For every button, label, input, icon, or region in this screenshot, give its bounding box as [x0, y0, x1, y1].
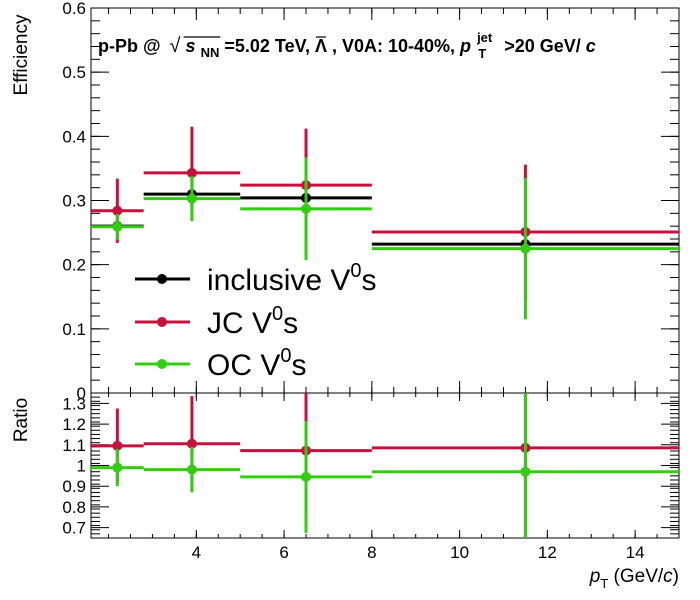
legend-marker-jc — [157, 317, 167, 327]
header-sqrt-sub: NN — [201, 45, 220, 60]
top-y-tick-label: 0.4 — [62, 127, 86, 146]
header-pt: p — [459, 36, 471, 56]
header-sqrt-s: s — [186, 36, 196, 56]
top-point-jc — [112, 205, 123, 216]
ratio-y-tick-label: 0.8 — [62, 498, 86, 517]
ratio-x-tick-label: 6 — [279, 543, 288, 562]
header-lambda-bar: Λ — [315, 36, 327, 56]
top-point-oc — [112, 221, 123, 232]
legend: inclusive V0s JC V0s OC V0s — [135, 260, 377, 382]
ratio-x-tick-label: 10 — [450, 543, 469, 562]
legend-marker-inclusive — [157, 274, 167, 284]
legend-entry-inclusive: inclusive V0s — [135, 260, 377, 297]
legend-label-jc: JC V0s — [207, 303, 298, 340]
ratio-x-tick-label: 4 — [192, 543, 201, 562]
ratio-y-tick-label: 1.1 — [62, 436, 86, 455]
ratio-y-axis-title: Ratio — [11, 398, 32, 442]
ratio-frame — [90, 392, 680, 539]
header-pt-sub: T — [478, 46, 486, 61]
top-y-tick-label: 0.3 — [62, 192, 86, 211]
legend-marker-oc — [157, 359, 167, 369]
top-point-oc — [186, 193, 197, 204]
legend-entry-jc: JC V0s — [135, 303, 298, 340]
ratio-y-tick-label: 1 — [77, 457, 86, 476]
ratio-x-tick-label: 8 — [367, 543, 376, 562]
ratio-point-oc — [186, 464, 197, 475]
top-y-tick-label: 0.2 — [62, 256, 86, 275]
top-y-axis-title: Efficiency — [11, 14, 32, 95]
ratio-x-tick-label: 14 — [626, 543, 645, 562]
top-y-tick-label: 0 — [77, 384, 86, 403]
top-y-tick-label: 0.5 — [62, 63, 86, 82]
legend-label-oc: OC V0s — [207, 345, 306, 382]
sqrt-icon: √ — [170, 35, 181, 57]
header-prefix: p-Pb @ — [98, 36, 166, 56]
top-panel: 0 0.1 0.2 0.3 0.4 0.5 0.6 — [62, 0, 680, 403]
header-c: c — [586, 36, 596, 56]
x-axis-title: pT (GeV/c) — [589, 566, 679, 591]
top-point-oc — [301, 203, 312, 214]
top-frame — [90, 7, 680, 394]
ratio-x-tick-label: 12 — [538, 543, 557, 562]
header-annotation: p-Pb @ √ s NN =5.02 TeV, Λ , V0A: 10-40%… — [98, 26, 596, 62]
ratio-point-oc — [520, 466, 531, 477]
legend-label-inclusive: inclusive V0s — [207, 260, 377, 297]
ratio-panel: 0.7 0.8 0.91 1.1 1.2 1.3 4 6 8 10 12 14 — [62, 392, 680, 562]
header-energy: =5.02 TeV, — [224, 36, 315, 56]
ratio-point-oc — [301, 471, 312, 482]
ratio-y-tick-label: 1.2 — [62, 415, 86, 434]
ratio-y-tick-label: 0.7 — [62, 519, 86, 538]
ratio-y-tick-label: 1.3 — [62, 394, 86, 413]
top-y-tick-label: 0.6 — [62, 0, 86, 18]
legend-entry-oc: OC V0s — [135, 345, 306, 382]
ratio-y-tick-label: 0.9 — [62, 477, 86, 496]
top-y-tick-label: 0.1 — [62, 320, 86, 339]
ratio-point-oc — [112, 462, 123, 473]
header-tail: >20 GeV/ — [504, 36, 581, 56]
header-pt-sup: jet — [476, 30, 493, 45]
top-point-jc — [186, 167, 197, 178]
top-point-oc — [520, 243, 531, 254]
header-middle: , V0A: 10-40%, — [332, 36, 460, 56]
